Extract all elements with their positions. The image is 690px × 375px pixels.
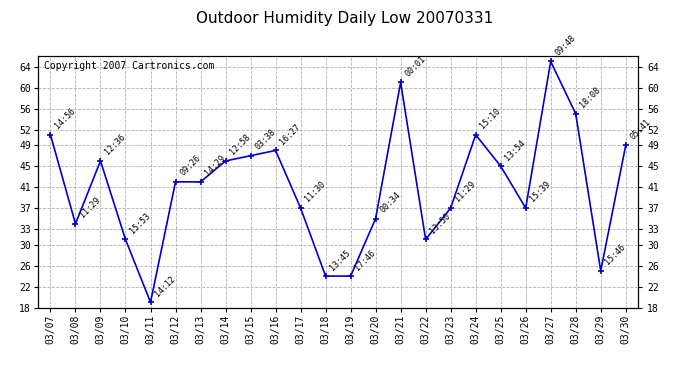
- Text: 11:29: 11:29: [78, 195, 102, 220]
- Text: 15:10: 15:10: [478, 106, 502, 130]
- Text: 09:26: 09:26: [178, 154, 202, 178]
- Text: 12:58: 12:58: [228, 133, 253, 157]
- Text: 13:54: 13:54: [504, 138, 527, 162]
- Text: 14:12: 14:12: [153, 274, 177, 298]
- Text: 14:29: 14:29: [204, 154, 227, 178]
- Text: 13:45: 13:45: [328, 248, 353, 272]
- Text: 11:29: 11:29: [453, 180, 477, 204]
- Text: Copyright 2007 Cartronics.com: Copyright 2007 Cartronics.com: [44, 61, 215, 71]
- Text: 00:34: 00:34: [378, 190, 402, 214]
- Text: 12:36: 12:36: [104, 133, 127, 157]
- Text: 05:41: 05:41: [629, 117, 653, 141]
- Text: 09:48: 09:48: [553, 33, 578, 57]
- Text: 16:27: 16:27: [278, 122, 302, 146]
- Text: 15:46: 15:46: [604, 243, 627, 267]
- Text: 03:38: 03:38: [253, 128, 277, 152]
- Text: 15:39: 15:39: [529, 180, 553, 204]
- Text: 13:50: 13:50: [428, 211, 453, 235]
- Text: 15:53: 15:53: [128, 211, 152, 235]
- Text: 11:30: 11:30: [304, 180, 327, 204]
- Text: 18:08: 18:08: [578, 86, 602, 109]
- Text: Outdoor Humidity Daily Low 20070331: Outdoor Humidity Daily Low 20070331: [197, 11, 493, 26]
- Text: 14:56: 14:56: [53, 106, 77, 130]
- Text: 00:01: 00:01: [404, 54, 427, 78]
- Text: 17:46: 17:46: [353, 248, 377, 272]
